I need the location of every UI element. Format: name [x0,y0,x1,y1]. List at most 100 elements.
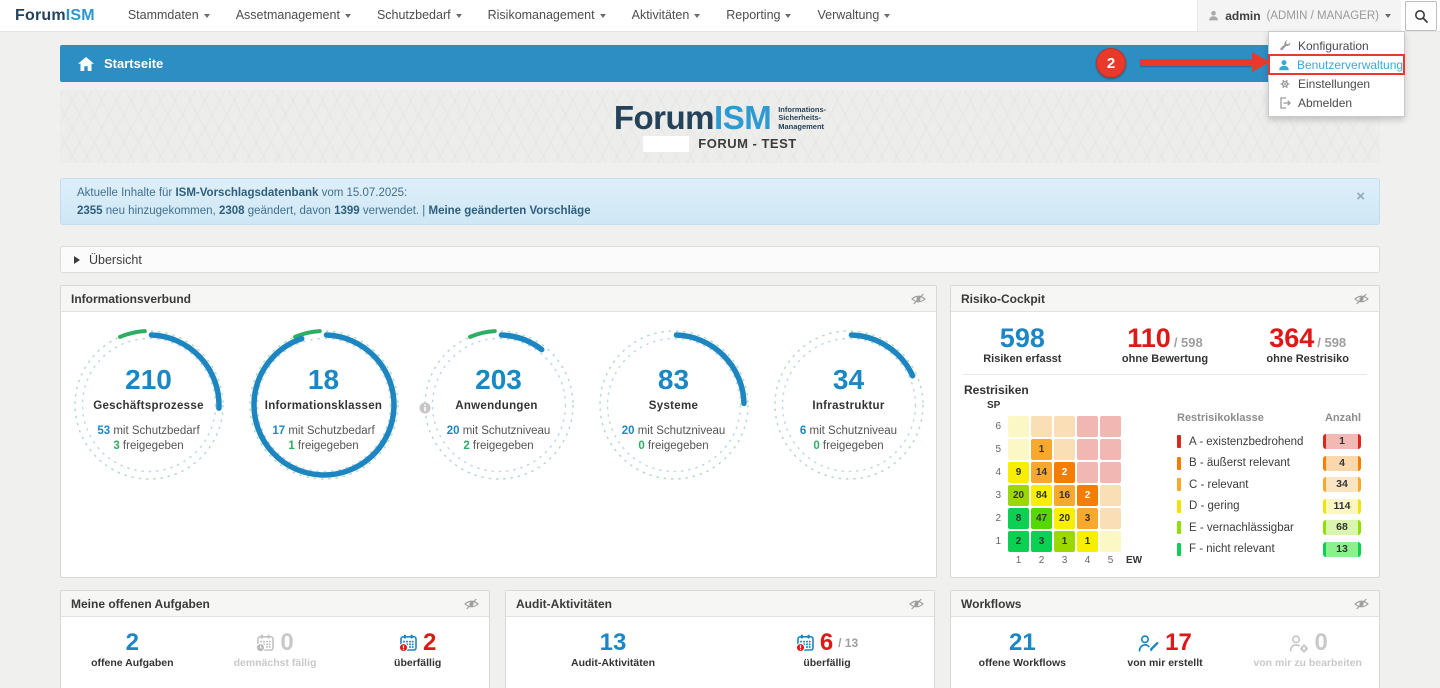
stat-von-mir-zu-bearbeiten: 0 von mir zu bearbeiten [1236,629,1379,670]
matrix-cell [1077,439,1098,460]
eye-slash-icon[interactable] [909,598,924,610]
matrix-row: 6 [987,416,1142,437]
stats-row: 2 offene Aufgaben 0 demnächst fällig 2 ü… [61,617,489,670]
risk-legend: Restrisikoklasse Anzahl A - existenzbedro… [1177,412,1361,560]
app-logo-part1: Forum [15,6,66,24]
nav-item-schutzbedarf[interactable]: Schutzbedarf [364,0,475,31]
wrench-icon [1278,39,1291,52]
gauge-anwendungen[interactable]: 203 Anwendungen 20 mit Schutzniveau 2 fr… [417,323,581,495]
stat-offene-aufgaben: 2 offene Aufgaben [61,630,204,670]
matrix-cell: 9 [1008,462,1029,483]
gauge-geschäftsprozesse[interactable]: 210 Geschäftsprozesse 53 mit Schutzbedar… [67,323,231,495]
stat-number: 0 [1314,629,1328,656]
panel-header: Risiko-Cockpit [951,286,1379,312]
gauge-value: 83 [657,364,690,395]
class-label: C - relevant [1189,478,1249,491]
stat-denominator: / 598 [1173,335,1203,350]
matrix-cell [1100,485,1121,506]
nav-item-verwaltung[interactable]: Verwaltung [804,0,903,31]
app-logo[interactable]: ForumISM [15,7,95,25]
stat-überfällig: 6 / 13 überfällig [720,630,934,669]
chevron-down-icon [694,14,701,18]
class-label: D - gering [1189,500,1240,513]
class-color-bar [1177,456,1181,470]
gauge-informationsklassen[interactable]: 18 Informationsklassen 17 mit Schutzbeda… [242,323,406,495]
notice-db-name: ISM-Vorschlagsdatenbank [175,187,319,199]
divider [963,374,1367,375]
gauge-infrastruktur[interactable]: 34 Infrastruktur 6 mit Schutzniveau 0 fr… [767,323,931,495]
class-count-badge: 68 [1323,520,1361,536]
eye-slash-icon[interactable] [1354,598,1369,610]
panel-meine-offenen-aufgaben: Meine offenen Aufgaben 2 offene Aufgaben… [60,590,490,688]
matrix-cell [1100,508,1121,529]
tagline-line: Management [778,121,825,131]
notice-text: Aktuelle Inhalte für [77,187,176,199]
chevron-down-icon [785,14,792,18]
main-nav: Stammdaten Assetmanagement Schutzbedarf Ris… [115,0,904,31]
stat-label: von mir zu bearbeiten [1253,657,1362,669]
user-menu-toggle[interactable]: admin (ADMIN / MANAGER) [1197,0,1401,31]
matrix-row: 4 9 14 2 [987,462,1142,483]
eye-slash-icon[interactable] [1354,293,1369,305]
stat-number: 0 [280,629,294,656]
stat-label: überfällig [394,657,442,669]
matrix-cell [1100,439,1121,460]
banner-logo-part1: Forum [613,98,715,136]
banner-logo: ForumISM [613,98,772,136]
nav-item-reporting[interactable]: Reporting [713,0,804,31]
notice-stat: 2355 [77,204,103,217]
legend-header: Restrisikoklasse Anzahl [1177,412,1361,424]
legend-row: D - gering 114 [1177,496,1361,518]
calendar-alert-icon [795,634,815,652]
legend-title: Restrisikoklasse [1177,412,1264,424]
gauge-value: 34 [832,364,865,395]
changed-proposals-link[interactable]: Meine geänderten Vorschläge [428,204,591,217]
nav-item-stammdaten[interactable]: Stammdaten [115,0,223,31]
calendar-clock-icon [256,634,275,652]
matrix-cell [1008,416,1029,437]
menu-item-abmelden[interactable]: Abmelden [1269,93,1404,112]
menu-item-benutzerverwaltung[interactable]: Benutzerverwaltung [1268,54,1405,75]
menu-item-konfiguration[interactable]: Konfiguration [1269,36,1404,55]
home-icon[interactable] [78,56,94,71]
matrix-cell [1100,462,1121,483]
legend-row: F - nicht relevant 13 [1177,539,1361,561]
menu-item-einstellungen[interactable]: Einstellungen [1269,74,1404,93]
nav-item-aktivitäten[interactable]: Aktivitäten [619,0,714,31]
menu-item-label: Abmelden [1298,95,1353,110]
nav-item-assetmanagement[interactable]: Assetmanagement [223,0,364,31]
user-edit-icon [1138,634,1160,653]
gauge-ring [773,330,924,480]
close-icon[interactable]: × [1356,188,1365,205]
matrix-x-tick: 1 [1015,555,1022,566]
stat-von-mir-erstellt: 17 von mir erstellt [1094,629,1237,670]
breadcrumb[interactable]: Startseite [104,56,164,71]
panel-header: Workflows [951,591,1379,617]
eye-slash-icon[interactable] [464,598,479,610]
matrix-y-tick: 3 [995,490,1001,501]
search-button[interactable] [1405,0,1437,31]
gauge-systeme[interactable]: 83 Systeme 20 mit Schutzniveau 0 freigeg… [592,323,756,495]
risk-stats-row: 598 Risiken erfasst 110/ 598 ohne Bewert… [951,312,1379,365]
eye-slash-icon[interactable] [911,293,926,305]
notice-stat: 2308 [218,204,245,217]
panel-header: Audit-Aktivitäten [506,591,934,617]
nav-item-label: Reporting [726,8,781,22]
overview-label: Übersicht [89,252,142,267]
nav-item-label: Aktivitäten [631,8,690,22]
user-icon [1208,10,1219,21]
stat-number: 110 [1127,323,1171,353]
chevron-down-icon [203,14,210,18]
matrix-cell [1031,416,1052,437]
legend-count-title: Anzahl [1324,412,1361,424]
overview-toggle[interactable]: Übersicht [60,246,1380,273]
nav-item-risikomanagement[interactable]: Risikomanagement [475,0,619,31]
nav-item-label: Stammdaten [127,8,199,22]
risk-stat-risiken-erfasst: 598 Risiken erfasst [951,324,1094,365]
panel-header: Meine offenen Aufgaben [61,591,489,617]
stat-number: 17 [1165,629,1192,656]
gauge-subline: 20 mit Schutzniveau [446,425,551,437]
class-count-badge: 114 [1323,498,1361,514]
panel-workflows: Workflows 21 offene Workflows 17 von mir… [950,590,1380,688]
gauge-ring [72,329,225,481]
